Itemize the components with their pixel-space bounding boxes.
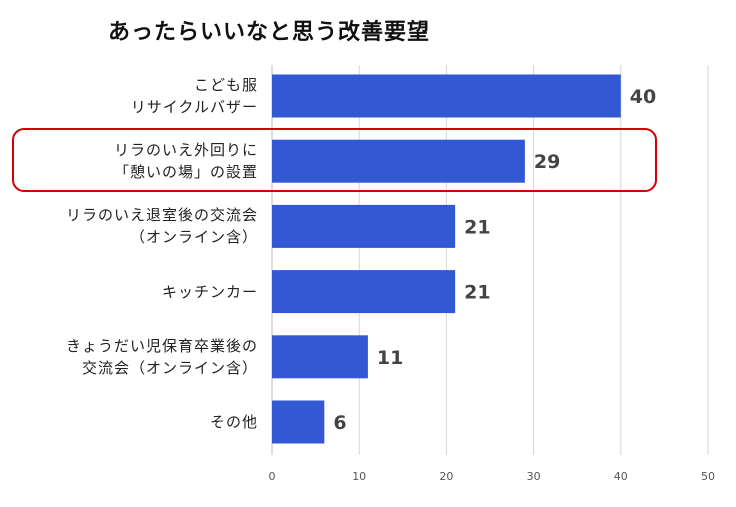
- category-label: きょうだい児保育卒業後の交流会（オンライン含）: [0, 335, 258, 379]
- x-tick-label: 20: [439, 470, 453, 483]
- category-label-line: リラのいえ退室後の交流会: [65, 206, 258, 225]
- x-tick-label: 40: [614, 470, 628, 483]
- data-label: 29: [534, 151, 560, 173]
- category-label-line: 「憩いの場」の設置: [113, 163, 258, 182]
- category-label-line: リラのいえ外回りに: [113, 141, 258, 160]
- bar: [272, 74, 621, 118]
- data-label: 11: [377, 347, 403, 369]
- bar: [272, 204, 456, 248]
- data-label: 21: [464, 216, 490, 238]
- x-tick-label: 0: [269, 470, 276, 483]
- category-label-line: こども服: [193, 76, 258, 94]
- category-label-line: その他: [209, 413, 258, 431]
- category-label-line: きょうだい児保育卒業後の: [65, 336, 258, 355]
- bar: [272, 270, 456, 314]
- highlight-box: [12, 128, 657, 192]
- category-label: リラのいえ退室後の交流会 （オンライン含）: [0, 204, 258, 248]
- chart-title: あったらいいなと思う改善要望: [108, 20, 431, 45]
- x-tick-label: 30: [527, 470, 541, 483]
- bar: [272, 335, 368, 379]
- bar: [272, 139, 525, 183]
- data-label: 6: [333, 412, 346, 434]
- category-label: こども服リサイクルバザー: [0, 74, 258, 118]
- category-label-line: リサイクルバザー: [130, 98, 258, 116]
- data-label: 40: [630, 86, 656, 108]
- category-label-line: 交流会（オンライン含）: [81, 358, 258, 377]
- category-label-line: （オンライン含）: [129, 228, 258, 247]
- data-label: 21: [464, 282, 490, 304]
- category-label: その他: [0, 411, 258, 433]
- x-tick-label: 50: [701, 470, 715, 483]
- category-label: リラのいえ外回りに 「憩いの場」の設置: [0, 139, 258, 183]
- category-label: キッチンカー: [0, 281, 258, 303]
- bar: [272, 400, 325, 444]
- category-label-line: キッチンカー: [161, 282, 258, 301]
- x-tick-label: 10: [352, 470, 366, 483]
